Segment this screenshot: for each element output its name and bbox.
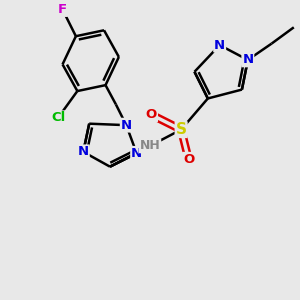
Text: Cl: Cl (51, 111, 65, 124)
Text: F: F (58, 3, 67, 16)
Text: S: S (176, 122, 187, 137)
Text: N: N (214, 39, 225, 52)
Text: N: N (242, 53, 253, 66)
Text: O: O (183, 153, 194, 166)
Text: N: N (78, 145, 89, 158)
Text: O: O (146, 108, 157, 121)
Text: N: N (121, 119, 132, 132)
Text: N: N (131, 147, 142, 160)
Text: NH: NH (140, 140, 160, 152)
